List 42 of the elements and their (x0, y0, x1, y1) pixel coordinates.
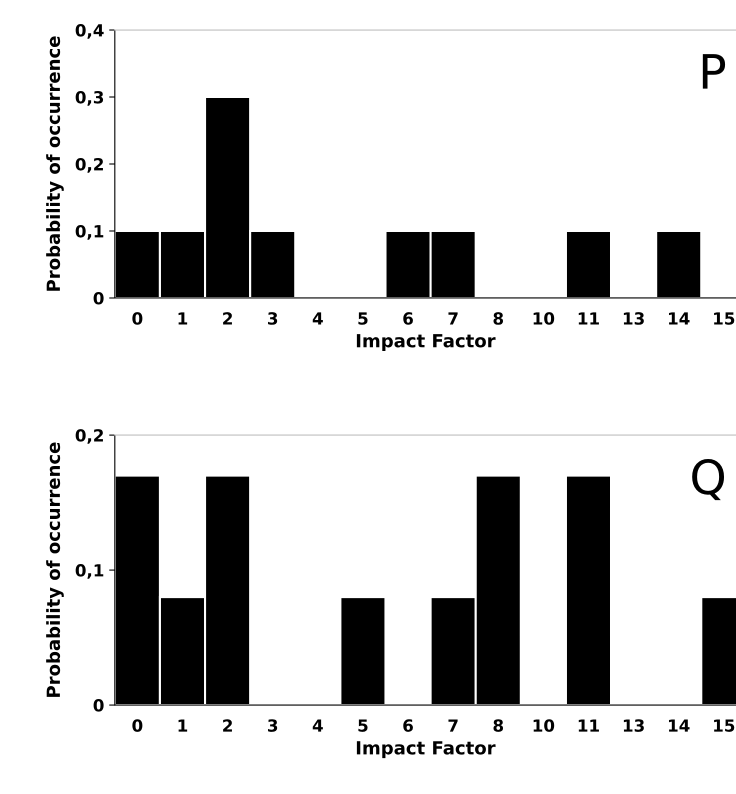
x-tick-label: 13 (624, 719, 644, 732)
x-tick-label: 14 (668, 719, 690, 732)
y-tick-label: 0 (94, 292, 104, 305)
y-tick-label: 0,2 (76, 158, 103, 173)
x-tick-label: 15 (714, 719, 734, 732)
y-axis-title: Probability of occurrence (46, 36, 64, 291)
y-tick-label: 0,1 (76, 224, 104, 240)
x-tick-label: 7 (448, 719, 458, 732)
x-tick-label: 1 (178, 312, 188, 325)
y-tick-label: 0,2 (76, 429, 103, 444)
x-tick-label: 8 (493, 312, 504, 325)
x-tick-label: 10 (534, 719, 554, 732)
x-tick-label: 4 (312, 719, 323, 732)
y-tick-label: 0,1 (76, 564, 104, 579)
x-axis-title: Impact Factor (356, 334, 496, 352)
x-axis-title: Impact Factor (356, 741, 496, 758)
x-tick-label: 5 (358, 312, 368, 325)
x-tick-label: 15 (714, 312, 734, 325)
x-tick-label: 3 (268, 312, 278, 325)
y-tick-label: 0 (94, 699, 104, 712)
x-tick-label: 0 (132, 312, 142, 325)
y-tick-label: 0,3 (76, 90, 104, 106)
x-tick-label: 7 (448, 312, 458, 325)
x-tick-label: 14 (668, 312, 690, 325)
x-tick-label: 4 (312, 312, 323, 325)
x-tick-label: 3 (268, 719, 278, 732)
x-tick-label: 2 (223, 312, 232, 325)
x-tick-label: 6 (403, 312, 413, 325)
x-tick-label: 5 (358, 719, 368, 732)
x-tick-label: 6 (403, 719, 413, 732)
y-tick-label: 0,4 (76, 24, 104, 39)
y-axis-title: Probability of occurrence (46, 442, 64, 697)
x-tick-label: 10 (534, 312, 554, 325)
annotation: P (702, 54, 726, 89)
x-tick-label: 0 (132, 719, 142, 732)
x-tick-label: 1 (178, 719, 188, 732)
x-tick-label: 11 (578, 719, 599, 732)
x-tick-label: 2 (223, 719, 232, 732)
x-tick-label: 11 (578, 312, 599, 325)
x-tick-label: 8 (493, 719, 504, 732)
annotation: Q (692, 458, 724, 500)
x-tick-label: 13 (624, 312, 644, 325)
